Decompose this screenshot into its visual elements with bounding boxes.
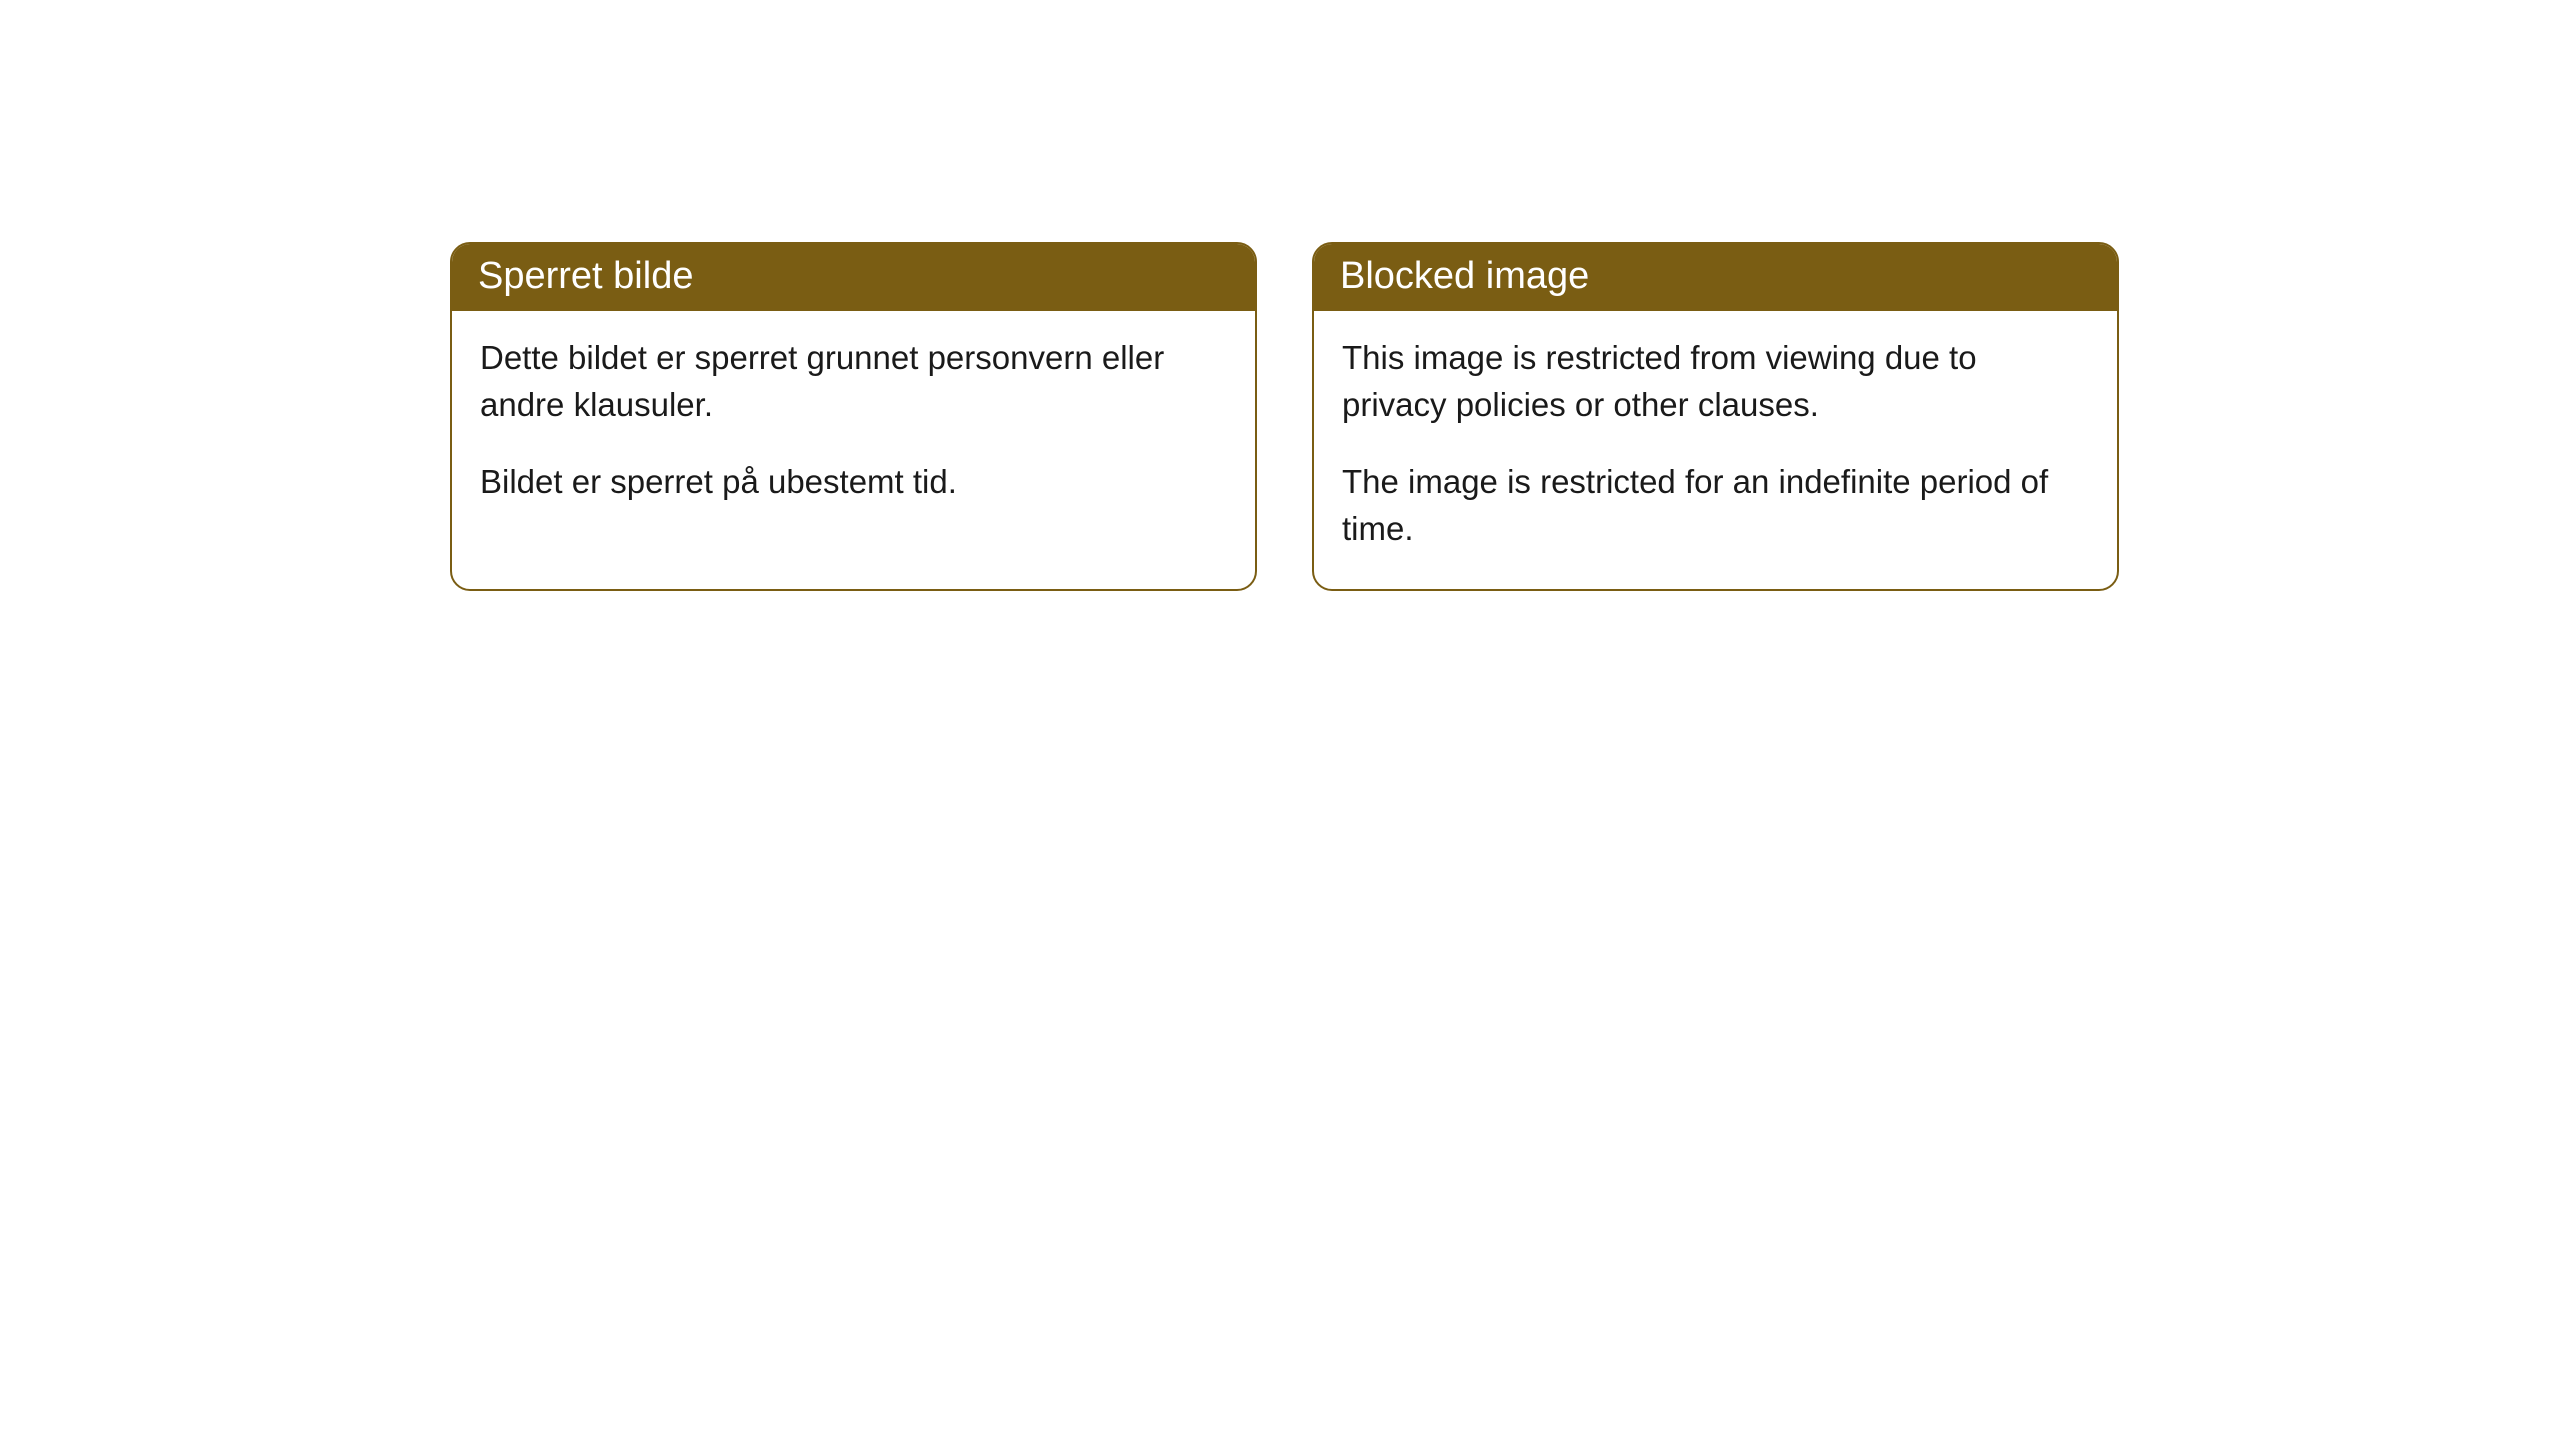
notice-card-paragraph: Bildet er sperret på ubestemt tid.: [480, 459, 1227, 506]
notice-card-body: This image is restricted from viewing du…: [1314, 311, 2117, 588]
notice-card-paragraph: Dette bildet er sperret grunnet personve…: [480, 335, 1227, 429]
notice-card-english: Blocked image This image is restricted f…: [1312, 242, 2119, 591]
notice-card-norwegian: Sperret bilde Dette bildet er sperret gr…: [450, 242, 1257, 591]
notice-card-body: Dette bildet er sperret grunnet personve…: [452, 311, 1255, 542]
notice-card-paragraph: This image is restricted from viewing du…: [1342, 335, 2089, 429]
notice-card-row: Sperret bilde Dette bildet er sperret gr…: [450, 242, 2119, 591]
notice-card-title: Sperret bilde: [452, 244, 1255, 311]
notice-card-title: Blocked image: [1314, 244, 2117, 311]
notice-card-paragraph: The image is restricted for an indefinit…: [1342, 459, 2089, 553]
